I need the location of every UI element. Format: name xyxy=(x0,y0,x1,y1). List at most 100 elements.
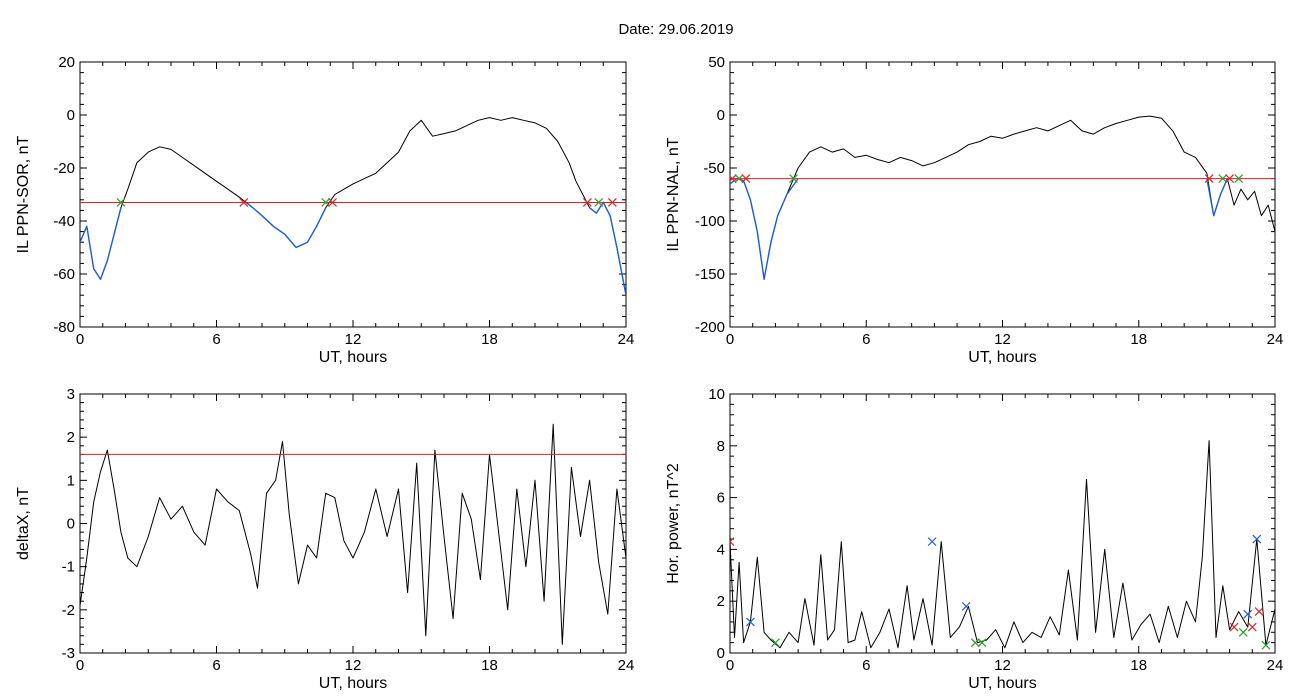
x-tick-label: 12 xyxy=(994,331,1011,348)
panel-deltax: 0 6 12 18 24 3 2 1 0 -1 -2 -3 UT, hours deltaX, nT xyxy=(15,386,634,692)
cross-marker xyxy=(239,198,249,207)
cross-marker xyxy=(321,198,331,207)
cross-marker xyxy=(607,198,617,207)
x-axis-label: UT, hours xyxy=(319,675,387,692)
series-line xyxy=(80,423,626,645)
cross-marker xyxy=(741,174,751,184)
cross-marker xyxy=(116,198,126,207)
panel-il-ppn-nal: 0 6 12 18 24 50 0 -50 -100 -150 -200 UT, hours IL PP… xyxy=(665,54,1283,366)
plot-frame xyxy=(729,61,1276,328)
y-tick-label: 0 xyxy=(717,107,725,124)
cross-marker xyxy=(594,198,604,207)
plot-area xyxy=(730,115,1275,280)
plot-area xyxy=(80,117,626,296)
cross-marker xyxy=(1252,534,1262,544)
below-threshold-segment xyxy=(589,201,626,296)
x-tick-label: 24 xyxy=(1267,331,1284,348)
y-tick-label: -40 xyxy=(53,213,75,230)
x-tick-label: 12 xyxy=(345,331,362,348)
y-tick-label: -2 xyxy=(62,602,75,619)
y-tick-label: 6 xyxy=(717,490,725,507)
y-tick-label: -60 xyxy=(53,266,75,283)
cross-marker xyxy=(1254,607,1264,616)
cross-marker xyxy=(1243,609,1253,619)
cross-marker xyxy=(1218,174,1228,184)
cross-marker xyxy=(328,198,337,207)
y-tick-label: 2 xyxy=(717,593,725,610)
y-tick-label: -200 xyxy=(695,319,725,336)
plot-area xyxy=(80,423,626,645)
y-tick-label: -100 xyxy=(695,213,725,230)
y-tick-label: 0 xyxy=(67,516,75,533)
y-tick-label: 4 xyxy=(717,541,725,558)
x-axis-label: UT, hours xyxy=(968,675,1036,692)
x-tick-label: 18 xyxy=(1130,657,1147,674)
panel-il-ppn-sor: 0 6 12 18 24 20 0 -20 -40 -60 -80 UT, hours IL PPN-S… xyxy=(15,54,634,366)
cross-marker xyxy=(734,174,744,184)
x-tick-label: 18 xyxy=(481,657,498,674)
cross-marker xyxy=(1261,640,1271,650)
cross-marker xyxy=(789,174,799,184)
x-tick-label: 6 xyxy=(212,331,220,348)
x-tick-label: 24 xyxy=(618,331,635,348)
cross-marker xyxy=(1229,622,1239,632)
y-tick-label: 2 xyxy=(67,429,75,446)
cross-marker xyxy=(970,638,980,648)
cross-marker xyxy=(1234,174,1244,184)
x-axis-label: UT, hours xyxy=(319,349,387,366)
y-tick-label: 50 xyxy=(708,54,725,71)
y-axis-label: IL PPN-SOR, nT xyxy=(15,135,32,253)
x-tick-label: 12 xyxy=(994,657,1011,674)
x-tick-label: 0 xyxy=(726,331,734,348)
cross-marker xyxy=(730,537,735,547)
panel-hor-power: 0 6 12 18 24 10 8 6 4 2 0 UT, hours Hor. power, nT^2 xyxy=(665,386,1283,692)
y-tick-label: -50 xyxy=(703,160,725,177)
y-tick-label: -80 xyxy=(53,319,75,336)
series-line xyxy=(80,117,626,296)
x-axis-label: UT, hours xyxy=(968,349,1036,366)
plot-area xyxy=(730,440,1275,650)
x-tick-label: 18 xyxy=(1130,331,1147,348)
x-tick-label: 6 xyxy=(212,657,220,674)
figure-title: Date: 29.06.2019 xyxy=(618,21,733,38)
cross-marker xyxy=(1247,622,1257,632)
cross-marker xyxy=(1238,627,1248,637)
series-line xyxy=(730,115,1275,280)
cross-marker xyxy=(770,638,780,648)
below-threshold-segment xyxy=(1206,178,1228,217)
y-axis-label: deltaX, nT xyxy=(15,487,32,560)
x-tick-label: 18 xyxy=(481,331,498,348)
y-tick-label: 10 xyxy=(708,386,725,403)
plot-frame xyxy=(729,393,1276,654)
y-tick-label: 0 xyxy=(67,107,75,124)
y-tick-label: 8 xyxy=(717,438,725,455)
y-axis-label: IL PPN-NAL, nT xyxy=(665,137,682,251)
below-threshold-segment xyxy=(245,201,327,249)
x-tick-label: 24 xyxy=(618,657,635,674)
below-threshold-segment xyxy=(80,207,122,280)
cross-marker xyxy=(1225,174,1235,184)
x-tick-label: 6 xyxy=(862,331,870,348)
y-tick-label: -1 xyxy=(62,559,75,576)
y-tick-label: -3 xyxy=(62,645,75,662)
below-threshold-segment xyxy=(730,177,799,280)
y-tick-label: -150 xyxy=(695,266,725,283)
x-tick-label: 12 xyxy=(345,657,362,674)
cross-marker xyxy=(730,174,737,184)
x-tick-label: 0 xyxy=(76,657,84,674)
series-line xyxy=(730,440,1275,649)
x-tick-label: 0 xyxy=(726,657,734,674)
cross-marker xyxy=(746,617,755,627)
cross-marker xyxy=(977,638,987,648)
cross-marker xyxy=(927,537,937,547)
y-tick-label: 0 xyxy=(717,645,725,662)
y-tick-label: -20 xyxy=(53,160,75,177)
x-tick-label: 6 xyxy=(862,657,870,674)
y-axis-label: Hor. power, nT^2 xyxy=(665,463,682,584)
y-tick-label: 3 xyxy=(67,386,75,403)
x-tick-label: 0 xyxy=(76,331,84,348)
cross-marker xyxy=(582,198,592,207)
plot-frame xyxy=(79,61,627,328)
y-tick-label: 20 xyxy=(58,54,75,71)
